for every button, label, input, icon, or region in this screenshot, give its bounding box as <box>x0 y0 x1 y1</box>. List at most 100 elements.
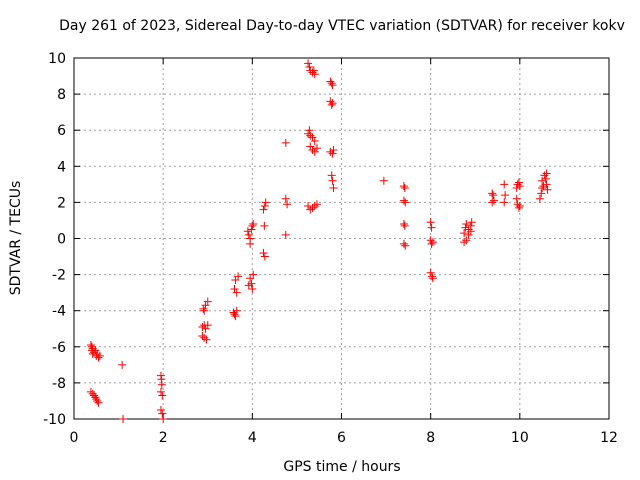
data-point <box>514 203 523 212</box>
data-point <box>466 227 475 236</box>
data-point <box>309 66 318 75</box>
data-point <box>379 176 388 185</box>
data-point <box>327 79 336 88</box>
y-tick-label: -2 <box>52 268 66 284</box>
data-point <box>200 306 209 315</box>
data-point <box>326 77 335 86</box>
data-point <box>540 171 549 180</box>
data-point <box>283 200 292 209</box>
data-point <box>200 333 209 342</box>
x-tick-label: 2 <box>159 430 168 446</box>
data-point <box>246 239 255 248</box>
data-point <box>91 393 100 402</box>
data-point <box>426 218 435 227</box>
data-point <box>427 239 436 248</box>
data-point <box>231 312 240 321</box>
x-axis-label: GPS time / hours <box>283 459 400 475</box>
data-point <box>464 230 473 239</box>
data-point <box>513 180 522 189</box>
data-point <box>426 268 435 277</box>
grid-lines <box>74 58 609 419</box>
data-point <box>305 63 314 72</box>
data-point <box>156 387 165 396</box>
data-point <box>399 220 408 229</box>
data-point <box>260 202 269 211</box>
data-point <box>328 149 337 158</box>
data-point <box>460 238 469 247</box>
data-point <box>119 415 128 423</box>
data-point <box>401 241 410 250</box>
data-point <box>261 198 270 207</box>
data-point <box>94 398 103 407</box>
y-tick-label: 4 <box>57 159 66 175</box>
data-point <box>541 174 550 183</box>
data-point <box>488 189 497 198</box>
data-point <box>232 306 241 315</box>
y-axis-label: SDTVAR / TECUs <box>8 181 24 296</box>
data-point <box>310 202 319 211</box>
data-point <box>202 335 211 344</box>
y-tick-label: 6 <box>57 123 66 139</box>
data-point <box>232 288 241 297</box>
data-point <box>500 180 509 189</box>
data-point <box>230 285 239 294</box>
x-tick-label: 6 <box>337 430 346 446</box>
data-point <box>512 194 521 203</box>
data-point <box>428 274 437 283</box>
data-point <box>538 176 547 185</box>
data-point <box>260 221 269 230</box>
x-tick-label: 4 <box>248 430 257 446</box>
y-tick-label: -8 <box>52 376 66 392</box>
data-point <box>308 146 317 155</box>
data-point <box>306 205 315 214</box>
data-point <box>537 189 546 198</box>
y-tick-label: -6 <box>52 340 66 356</box>
data-point <box>460 229 469 238</box>
data-point <box>329 183 338 192</box>
data-point <box>201 301 210 310</box>
data-point <box>248 285 257 294</box>
data-point <box>157 380 166 389</box>
x-tick-label: 12 <box>600 430 618 446</box>
y-tick-label: 10 <box>48 51 66 67</box>
data-point <box>327 100 336 109</box>
data-point <box>428 238 437 247</box>
data-point <box>304 59 313 68</box>
data-point <box>310 137 319 146</box>
data-point <box>328 81 337 90</box>
data-point <box>203 321 212 330</box>
data-point <box>426 236 435 245</box>
data-point <box>542 169 551 178</box>
data-point <box>467 218 476 227</box>
data-point <box>329 146 338 155</box>
data-point <box>308 133 317 142</box>
data-point <box>462 236 471 245</box>
data-point <box>248 221 257 230</box>
data-point <box>304 129 313 138</box>
data-point <box>260 252 269 261</box>
data-point <box>326 97 335 106</box>
data-point <box>249 270 258 279</box>
data-point <box>93 396 102 405</box>
data-point <box>306 142 315 151</box>
data-point <box>91 346 100 355</box>
data-point <box>500 198 509 207</box>
data-point <box>158 409 167 418</box>
data-point <box>312 144 321 153</box>
data-point <box>428 272 437 281</box>
data-point <box>249 220 258 229</box>
data-point <box>95 351 104 360</box>
data-point <box>488 198 497 207</box>
y-tick-label: 8 <box>57 87 66 103</box>
data-point <box>199 304 208 313</box>
data-point <box>281 230 290 239</box>
data-point <box>306 131 315 140</box>
data-point <box>328 176 337 185</box>
data-point <box>312 200 321 209</box>
data-point <box>230 310 239 319</box>
data-point <box>259 205 268 214</box>
data-point <box>158 391 167 400</box>
y-tick-label: 2 <box>57 195 66 211</box>
data-point <box>281 138 290 147</box>
y-tick-label: -10 <box>43 412 66 428</box>
